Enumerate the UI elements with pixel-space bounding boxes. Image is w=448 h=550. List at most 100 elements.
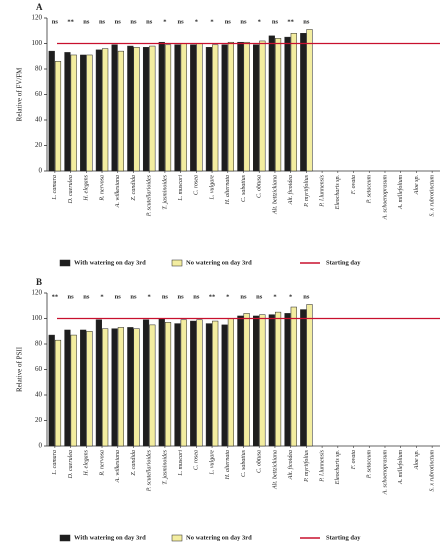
bar xyxy=(284,313,291,447)
significance-label: ns xyxy=(146,18,153,25)
significance-label: ns xyxy=(115,18,122,25)
bar xyxy=(54,339,62,447)
x-tick-label: R. nervosa xyxy=(99,175,105,202)
bar xyxy=(268,35,275,172)
significance-label: ns xyxy=(256,293,263,300)
significance-label: * xyxy=(258,18,261,25)
bar xyxy=(149,324,156,447)
significance-label: ns xyxy=(240,293,247,300)
bar xyxy=(95,319,102,447)
legend-label: Starting day xyxy=(326,534,361,541)
bar xyxy=(300,33,307,172)
x-tick-label: Aloe sp. xyxy=(414,175,420,195)
x-tick-label: Z. candida xyxy=(131,175,137,201)
y-axis-label: Relative of FV/FM xyxy=(16,67,24,121)
bar xyxy=(268,314,275,447)
x-tick-label: Alt. ficoidea xyxy=(287,450,294,480)
significance-label: * xyxy=(195,18,198,25)
bar xyxy=(95,49,102,172)
significance-label: ns xyxy=(130,293,137,300)
x-tick-label: P. myriifolius xyxy=(303,174,310,208)
y-tick-label: 0 xyxy=(39,167,43,175)
bar xyxy=(284,36,291,172)
bar xyxy=(64,329,71,447)
y-tick-label: 0 xyxy=(39,442,43,450)
bar xyxy=(243,313,250,447)
x-tick-label: L. muscari xyxy=(178,450,184,477)
y-tick-label: 100 xyxy=(32,39,43,47)
significance-label: ns xyxy=(115,293,122,300)
bar xyxy=(274,311,282,447)
legend-label: No watering on day 3rd xyxy=(186,534,252,541)
x-tick-label: T. jasminoides xyxy=(162,174,168,209)
bar xyxy=(54,61,62,172)
bar xyxy=(164,322,172,447)
significance-label: * xyxy=(273,293,276,300)
significance-label: ns xyxy=(162,293,169,300)
bar xyxy=(274,38,282,172)
x-tick-label: F. ovata xyxy=(351,175,357,195)
significance-label: ** xyxy=(287,18,294,25)
x-tick-label: C. rosea xyxy=(194,175,200,195)
x-tick-label: P. l.lunnensis xyxy=(319,449,325,482)
x-tick-label: S. x rubrotinctum xyxy=(430,449,436,491)
bar xyxy=(180,43,187,172)
bar xyxy=(227,41,234,172)
y-tick-label: 80 xyxy=(35,340,43,348)
x-tick-label: P. l.lunnensis xyxy=(319,174,325,207)
bar xyxy=(80,54,87,172)
bar xyxy=(127,327,134,447)
bar xyxy=(164,44,172,172)
x-tick-label: L. camara xyxy=(52,450,58,476)
bar xyxy=(117,327,124,447)
bar xyxy=(196,43,203,172)
x-tick-label: L. camara xyxy=(52,175,58,201)
y-tick-label: 100 xyxy=(32,314,43,322)
x-tick-label: Aloe sp. xyxy=(414,450,420,470)
legend-label: No watering on day 3rd xyxy=(186,259,252,266)
significance-label: * xyxy=(289,293,292,300)
x-tick-label: S. x rubrotinctum xyxy=(430,174,436,216)
bar xyxy=(306,29,313,172)
x-tick-label: A. millefolium xyxy=(397,449,404,485)
bar xyxy=(196,319,203,447)
panel-label: B xyxy=(36,277,42,287)
bar xyxy=(158,41,165,172)
significance-label: ns xyxy=(178,18,185,25)
x-tick-label: A. millefolium xyxy=(397,174,404,210)
bar xyxy=(290,306,297,447)
bar xyxy=(300,309,307,447)
significance-label: ns xyxy=(272,18,279,25)
bar xyxy=(221,324,228,447)
y-tick-label: 120 xyxy=(32,14,43,22)
legend-label: Starting day xyxy=(326,259,361,266)
bar xyxy=(127,45,134,172)
bar xyxy=(205,47,213,172)
x-tick-label: A. wilkesiana xyxy=(115,450,121,483)
significance-label: * xyxy=(100,293,103,300)
x-tick-label: C. rosea xyxy=(194,450,200,470)
bar xyxy=(48,334,55,447)
x-tick-label: F. ovata xyxy=(351,450,357,470)
significance-label: ** xyxy=(209,293,216,300)
legend-swatch xyxy=(59,259,71,267)
x-tick-label: Alt. bettzickiana xyxy=(272,450,278,490)
significance-label: ns xyxy=(83,293,90,300)
legend-swatch xyxy=(59,534,71,542)
significance-label: * xyxy=(148,293,151,300)
y-tick-label: 60 xyxy=(35,90,43,98)
significance-label: ** xyxy=(52,293,59,300)
bar xyxy=(237,41,244,172)
significance-label: ns xyxy=(303,293,310,300)
bar xyxy=(86,54,93,172)
bar xyxy=(117,50,124,172)
significance-label: ns xyxy=(303,18,310,25)
x-tick-label: P. myriifolius xyxy=(303,449,310,483)
x-tick-label: P. setaceum xyxy=(367,174,373,204)
x-tick-label: C. sabatius xyxy=(241,174,247,202)
bar xyxy=(174,323,181,447)
bar xyxy=(259,40,266,172)
x-tick-label: P. scutellarioides xyxy=(147,174,153,217)
x-tick-label: C. obtusa xyxy=(257,175,263,198)
x-tick-label: P. setaceum xyxy=(367,449,373,479)
